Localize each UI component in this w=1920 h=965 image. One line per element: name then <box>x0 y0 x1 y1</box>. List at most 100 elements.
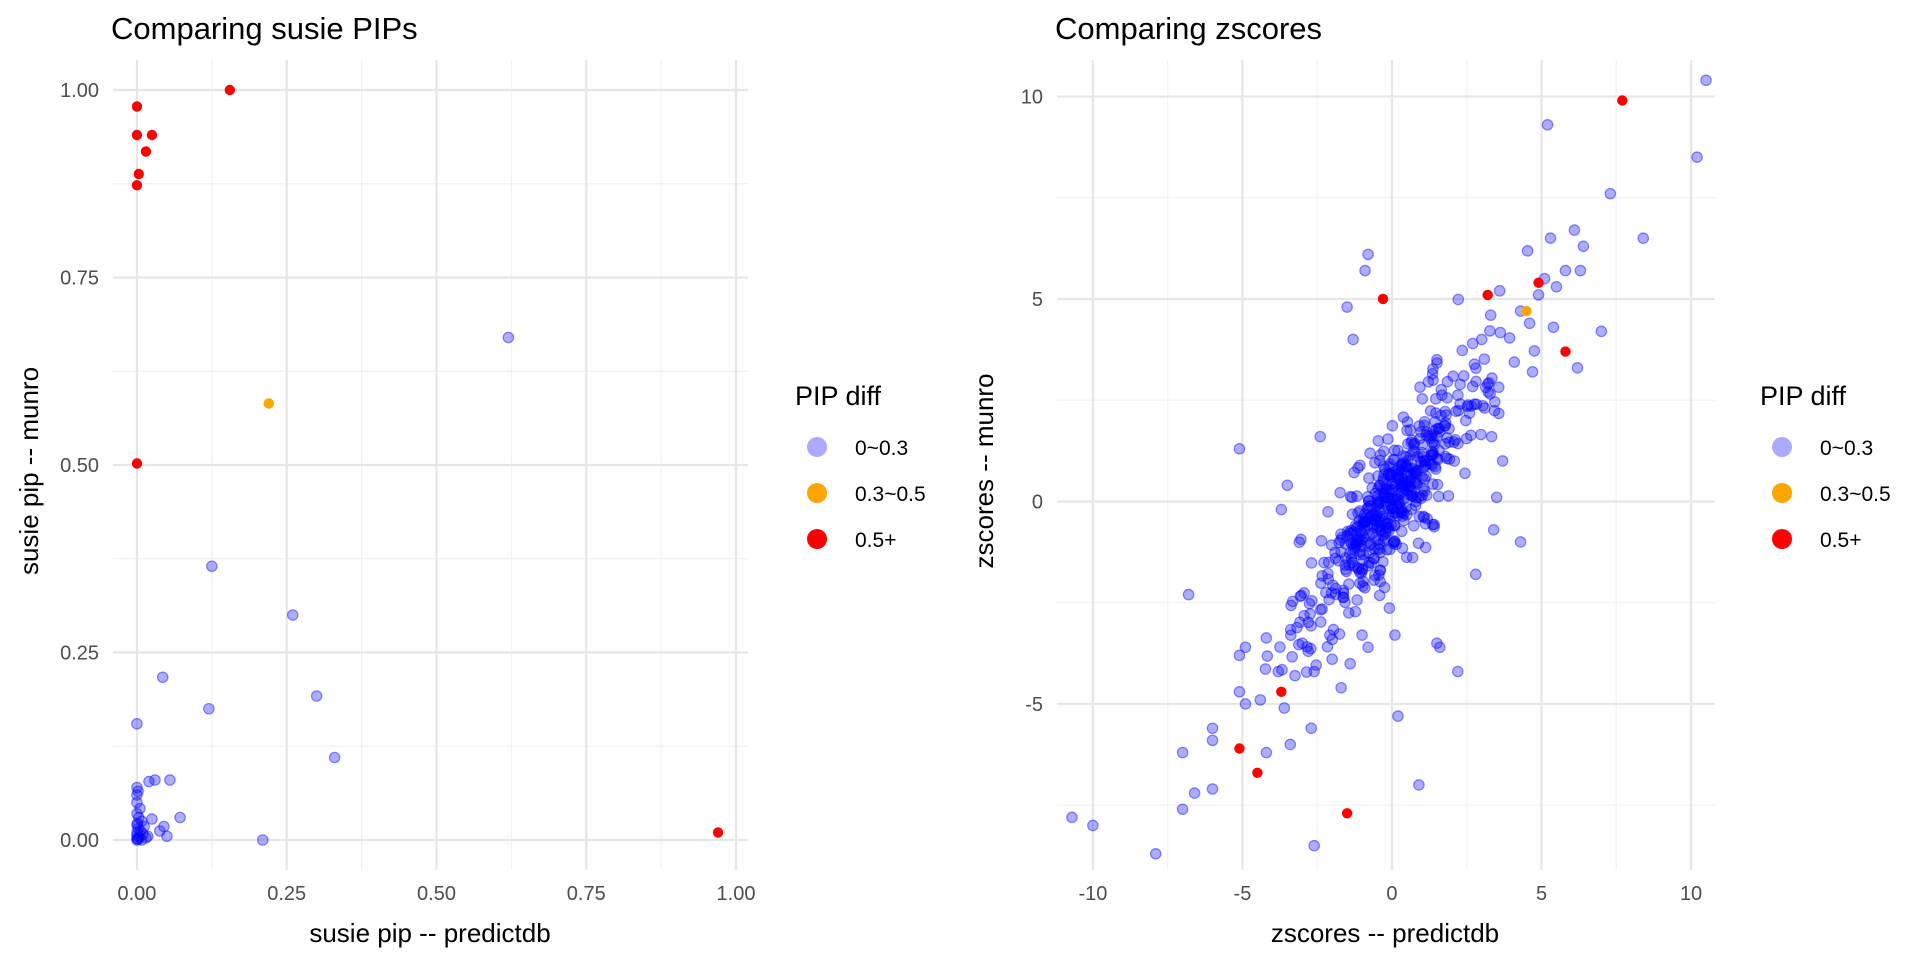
data-point <box>141 830 154 843</box>
data-point <box>1425 449 1438 462</box>
data-point <box>1343 547 1356 560</box>
data-point <box>1459 414 1472 427</box>
data-point <box>1391 493 1404 506</box>
data-point <box>1294 616 1306 629</box>
data-point <box>1359 516 1372 528</box>
data-point <box>1337 591 1349 604</box>
data-point <box>131 832 143 845</box>
data-point <box>1401 424 1413 437</box>
data-point <box>1407 463 1420 476</box>
data-point <box>1371 509 1384 522</box>
tick-labels: 0.00 0.25 0.50 0.75 1.00 0.00 0.25 0.50 0.75 1.00 <box>60 80 755 905</box>
series-0.3~0.5 <box>263 398 274 409</box>
legend-label-high: 0.5+ <box>855 529 896 552</box>
data-point <box>1429 393 1442 405</box>
data-point <box>1475 428 1487 441</box>
data-point <box>1454 378 1467 391</box>
data-point <box>1374 479 1386 492</box>
data-point <box>1302 616 1315 629</box>
data-point <box>1401 469 1414 481</box>
data-point <box>1368 519 1380 531</box>
data-point <box>1425 449 1438 461</box>
data-point <box>1281 479 1294 492</box>
data-point <box>1395 459 1407 471</box>
data-point <box>1392 710 1404 722</box>
data-point <box>1351 594 1363 606</box>
data-point <box>1276 663 1288 676</box>
series-0~0.3 <box>131 331 515 846</box>
data-point <box>140 831 152 844</box>
data-point <box>1366 527 1379 540</box>
x-tick-label: 10 <box>1680 883 1702 905</box>
data-point <box>1295 589 1308 602</box>
data-point <box>1387 453 1399 466</box>
data-point <box>1431 478 1444 491</box>
legend-title: PIP diff <box>795 381 882 411</box>
data-point <box>1352 533 1364 545</box>
data-point <box>1439 419 1452 432</box>
data-point <box>1484 309 1497 321</box>
data-point <box>1379 498 1392 510</box>
data-points <box>131 84 724 846</box>
data-point <box>1384 492 1397 505</box>
data-point <box>1415 426 1427 438</box>
data-point <box>1355 534 1368 546</box>
data-point <box>1379 526 1392 538</box>
data-point <box>1410 478 1423 491</box>
data-point <box>1206 722 1219 735</box>
data-point <box>1462 399 1475 411</box>
data-point <box>286 609 299 621</box>
data-point <box>1361 491 1374 503</box>
data-point <box>1488 404 1501 417</box>
data-point <box>1387 478 1399 490</box>
data-point <box>1426 518 1439 531</box>
data-point <box>1305 722 1318 735</box>
legend-label-low: 0~0.3 <box>855 437 908 460</box>
data-point <box>156 671 169 684</box>
data-point <box>1571 361 1584 374</box>
data-point <box>1395 504 1408 516</box>
data-point <box>1405 503 1418 516</box>
data-point <box>1415 446 1428 459</box>
data-point <box>1375 516 1387 529</box>
data-point <box>1322 556 1335 569</box>
data-point <box>1503 332 1516 344</box>
series-0.3~0.5 <box>1521 305 1532 317</box>
data-point <box>1493 285 1506 297</box>
data-point <box>1356 629 1368 641</box>
data-point <box>1339 563 1352 576</box>
data-point <box>1354 505 1366 517</box>
data-point <box>1420 429 1432 441</box>
data-point <box>1349 519 1362 531</box>
data-point <box>1427 363 1439 375</box>
data-point <box>1377 293 1389 305</box>
data-point <box>1399 461 1412 473</box>
data-point <box>132 833 144 846</box>
data-point <box>1419 459 1431 472</box>
data-point <box>1372 470 1384 482</box>
data-point <box>1087 819 1099 832</box>
data-point <box>1442 490 1455 502</box>
data-point <box>1413 491 1425 504</box>
data-point <box>146 813 158 825</box>
data-point <box>1372 505 1385 518</box>
data-point <box>1384 543 1396 556</box>
data-point <box>131 819 143 831</box>
data-point <box>1274 641 1286 653</box>
data-point <box>1363 472 1375 484</box>
data-point <box>1387 536 1400 548</box>
data-point <box>1372 434 1385 447</box>
data-point <box>1373 538 1386 551</box>
data-point <box>1414 455 1426 468</box>
data-point <box>1334 486 1346 499</box>
data-point <box>1346 508 1359 521</box>
data-point <box>1396 479 1409 492</box>
data-point <box>1369 487 1382 500</box>
data-point <box>1416 393 1429 405</box>
data-point <box>1514 536 1527 548</box>
data-point <box>1415 492 1427 505</box>
data-point <box>1407 445 1420 457</box>
data-point <box>1418 461 1430 474</box>
data-point <box>146 129 158 141</box>
data-point <box>1568 224 1581 236</box>
